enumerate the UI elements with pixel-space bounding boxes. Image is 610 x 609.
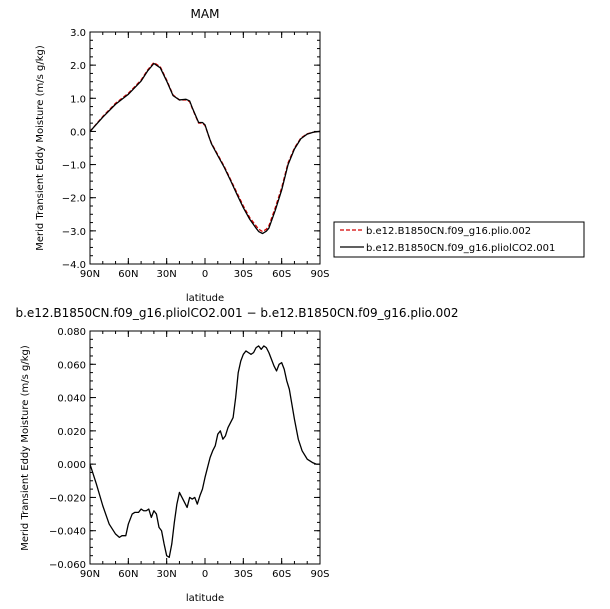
- y-tick-label: −1.0: [62, 161, 86, 172]
- y-tick-label: 0.020: [57, 427, 86, 438]
- y-tick-label: 0.080: [57, 327, 86, 338]
- bottom-axis-ticks: 90N 60N 30N 0 30S 60S 90S 0.080 0.060 0.040 0.020 0…: [49, 327, 330, 580]
- y-tick-label: −0.040: [49, 527, 86, 538]
- legend-box: [333, 221, 585, 258]
- x-tick-label: 60N: [118, 269, 138, 280]
- y-tick-label: 0.0: [70, 127, 86, 138]
- x-tick-label: 0: [202, 269, 208, 280]
- x-tick-label: 30S: [234, 569, 253, 580]
- top-y-axis-label: Merid Transient Eddy Moisture (m/s g/kg): [35, 45, 46, 251]
- legend-entry-pliolco2: b.e12.B1850CN.f09_g16.pliolCO2.001: [366, 243, 555, 254]
- y-tick-label: 0.060: [57, 360, 86, 371]
- top-plot-lines: [89, 61, 321, 235]
- x-tick-label: 90S: [310, 269, 329, 280]
- top-plot-frame: [89, 31, 321, 265]
- series-line-1-0: [89, 345, 320, 558]
- y-tick-label: 1.0: [70, 94, 86, 105]
- legend: b.e12.B1850CN.f09_g16.plio.002 b.e12.B18…: [333, 221, 585, 258]
- y-tick-label: 0.000: [57, 460, 86, 471]
- x-tick-label: 60S: [272, 569, 291, 580]
- legend-entry-plio: b.e12.B1850CN.f09_g16.plio.002: [366, 226, 531, 237]
- x-tick-label: 30N: [157, 569, 177, 580]
- y-tick-label: 2.0: [70, 61, 86, 72]
- bottom-chart-title: b.e12.B1850CN.f09_g16.pliolCO2.001 − b.e…: [15, 306, 458, 320]
- x-tick-label: 60S: [272, 269, 291, 280]
- x-tick-label: 90S: [310, 569, 329, 580]
- y-tick-label: −0.020: [49, 493, 86, 504]
- series-line-0-0: [89, 61, 321, 233]
- y-tick-label: 0.040: [57, 394, 86, 405]
- bottom-panel: b.e12.B1850CN.f09_g16.pliolCO2.001 − b.e…: [15, 306, 458, 604]
- y-tick-label: −3.0: [62, 227, 86, 238]
- bottom-plot-lines: [89, 345, 320, 558]
- x-tick-label: 90N: [80, 569, 100, 580]
- top-axis-ticks: 90N 60N 30N 0 30S 60S 90S 3.0 2.0 1.0 0.0 −1.0 −2.0 −…: [62, 28, 330, 280]
- y-tick-label: −2.0: [62, 194, 86, 205]
- y-tick-label: −4.0: [62, 260, 86, 271]
- x-tick-label: 90N: [80, 269, 100, 280]
- bottom-y-axis-label: Merid Transient Eddy Moisture (m/s g/kg): [20, 345, 31, 551]
- x-tick-label: 30N: [157, 269, 177, 280]
- y-tick-label: 3.0: [70, 28, 86, 39]
- top-x-axis-label: latitude: [186, 293, 224, 304]
- top-panel: MAM 90N 60N 30N 0 30S 60S 90S 3.0 2.0 1.0 0.0 −1.0 −…: [35, 7, 330, 304]
- y-tick-label: −0.060: [49, 560, 86, 571]
- top-chart-title: MAM: [191, 7, 220, 21]
- bottom-plot-frame: [89, 330, 321, 565]
- series-line-0-1: [89, 62, 321, 235]
- bottom-x-axis-label: latitude: [186, 593, 224, 604]
- x-tick-label: 30S: [234, 269, 253, 280]
- x-tick-label: 60N: [118, 569, 138, 580]
- x-tick-label: 0: [202, 569, 208, 580]
